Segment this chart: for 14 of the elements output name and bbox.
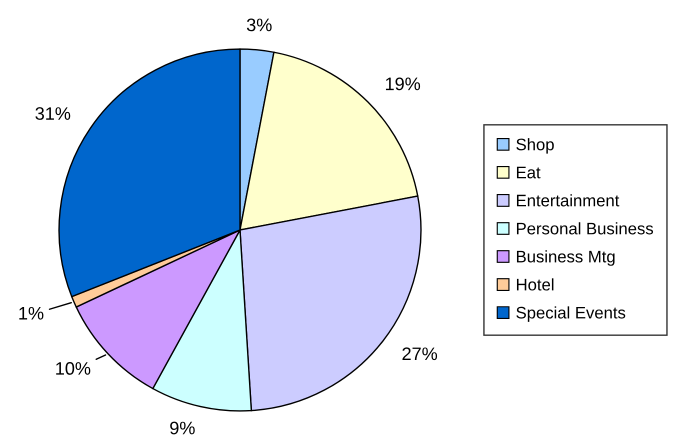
data-label: 19% bbox=[386, 77, 420, 90]
legend-label: Business Mtg bbox=[516, 250, 615, 266]
legend-label: Personal Business bbox=[516, 222, 654, 234]
legend-label: Hotel bbox=[516, 278, 554, 291]
data-label: 3% bbox=[246, 18, 272, 32]
legend-label: Eat bbox=[516, 166, 540, 178]
data-label: 31% bbox=[35, 107, 70, 120]
data-label: 27% bbox=[402, 347, 438, 360]
legend-label: Entertainment bbox=[516, 194, 620, 206]
data-label: 10% bbox=[56, 362, 90, 375]
data-label: 1% bbox=[19, 306, 44, 320]
legend-label: Shop bbox=[516, 138, 554, 154]
legend-label: Special Events bbox=[516, 306, 626, 322]
data-label: 9% bbox=[170, 422, 195, 434]
